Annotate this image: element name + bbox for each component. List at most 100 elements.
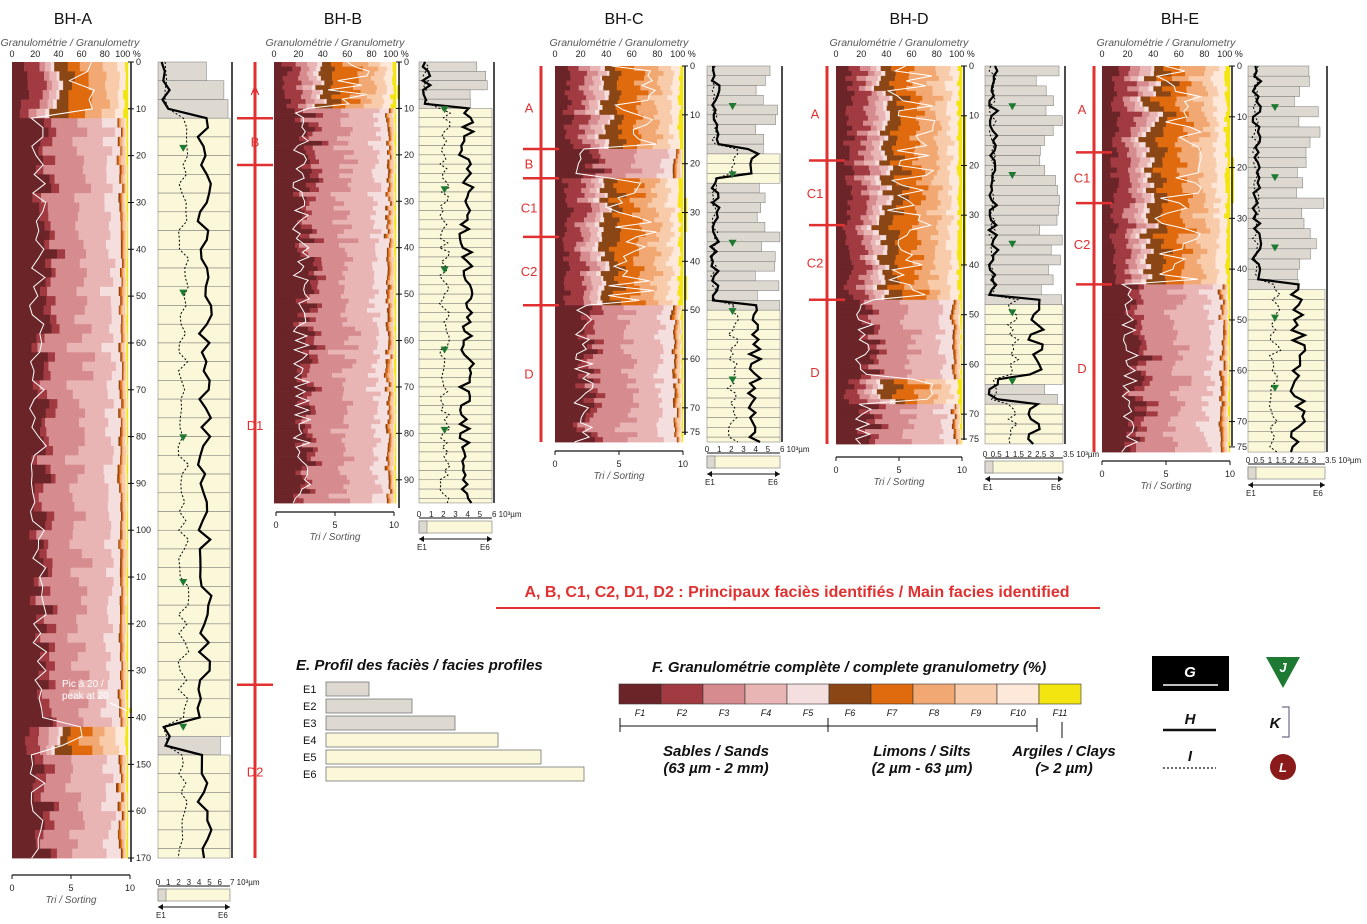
bh-c-prof-tick: 0	[705, 445, 710, 454]
bh-e-e6-label: E6	[1313, 489, 1323, 498]
bh-b-gran-tick: 60	[342, 49, 352, 59]
bh-b-mean-curve	[422, 61, 452, 504]
bh-c-depth-tick: 10	[690, 110, 700, 120]
bh-e-prof-tick: 2.5	[1297, 456, 1309, 465]
bh-a-depth-tick: 20	[136, 619, 146, 629]
granulometry-class-swatch	[870, 683, 914, 705]
bh-b-depth-tick: 0	[404, 57, 409, 67]
facies-profile-label: E6	[303, 769, 316, 781]
bh-c-facies-label: C1	[521, 201, 538, 216]
bh-b-prof-tick: 4	[465, 510, 470, 519]
bh-e-median-curve	[1251, 65, 1308, 453]
bh-a-depth-tick: 20	[136, 151, 146, 161]
bh-c-sort-tick: 10	[678, 459, 688, 469]
h-label: H	[1185, 711, 1197, 728]
j-triangle-icon	[179, 434, 188, 442]
bh-c-depth-tick: 0	[690, 61, 695, 71]
bh-b-title: BH-B	[324, 11, 362, 28]
granulometry-class-code: F11	[1053, 708, 1068, 718]
bh-b-depth-tick: 70	[404, 382, 414, 392]
bh-a-prof-tick: 1	[166, 878, 171, 887]
facies-profiles-legend: E. Profil des faciès / facies profiles E…	[296, 657, 585, 782]
bh-a-sort-label: Tri / Sorting	[46, 895, 97, 906]
bh-e-prof-tick: 2	[1290, 456, 1295, 465]
j-triangle-icon	[1270, 384, 1279, 392]
bh-b-gran-tick: 40	[318, 49, 328, 59]
bh-a-annotation: peak at 20	[62, 691, 109, 702]
facies-profile-bar	[325, 681, 370, 697]
bh-c-depth-tick: 70	[690, 403, 700, 413]
bh-a-depth-tick: 80	[136, 432, 146, 442]
j-triangle-icon	[728, 376, 737, 384]
bh-e-prof-tick: 1	[1268, 456, 1273, 465]
bh-c-prof-tick: 4	[753, 445, 758, 454]
bh-a-annotation: Pic à 20 /	[62, 679, 104, 690]
bh-e-gran-tick: 60	[1174, 49, 1184, 59]
bh-a-sort-tick: 0	[9, 883, 14, 893]
bh-a-depth-tick: 10	[136, 572, 146, 582]
bh-c-depth-tick: 40	[690, 256, 700, 266]
bh-a-median-curve	[160, 61, 213, 859]
sands-label: Sables / Sands	[663, 743, 769, 760]
bh-e-prof-tick: 3	[1312, 456, 1317, 465]
granulometry-class-swatch	[912, 683, 956, 705]
bh-b-depth-tick: 30	[404, 196, 414, 206]
granulometry-class-swatch	[1038, 683, 1082, 705]
bh-a-gran-tick: 100 %	[115, 49, 141, 59]
bh-b-depth-tick: 80	[404, 428, 414, 438]
bh-c-sort-tick: 0	[552, 459, 557, 469]
bh-d-prof-tick: 3	[1050, 450, 1055, 459]
bh-d-depth-tick: 0	[969, 61, 974, 71]
bh-b-sort-tick: 10	[389, 520, 399, 530]
granulometry-class-swatch	[786, 683, 830, 705]
bh-c-prof-tick: 1	[717, 445, 722, 454]
bh-d-sorting-curve	[854, 65, 936, 445]
granulometry-class-code: F10	[1010, 708, 1026, 718]
bh-a-depth-tick: 0	[136, 57, 141, 67]
bh-c-depth-tick: 50	[690, 305, 700, 315]
bh-e-depth-tick: 20	[1237, 163, 1247, 173]
bh-d-prof-tick: 0	[983, 450, 988, 459]
bh-c-facies-label: C2	[521, 264, 538, 279]
bh-c-title: BH-C	[604, 11, 643, 28]
bh-e-facies-label: C1	[1074, 171, 1091, 186]
bh-d-sort-tick: 5	[896, 465, 901, 475]
bh-a-facies-label: B	[251, 135, 260, 150]
bh-c-depth-tick: 20	[690, 159, 700, 169]
bh-a-prof-tick: 6	[217, 878, 222, 887]
bh-b-prof-tick: 0	[417, 510, 422, 519]
bh-a-depth-tick: 10	[136, 104, 146, 114]
bh-a-gran-tick: 20	[30, 49, 40, 59]
j-triangle-icon	[1270, 244, 1279, 252]
j-triangle-icon	[728, 103, 737, 111]
bh-a-facies-label: A	[251, 83, 260, 98]
bh-d-facies-label: D	[810, 365, 819, 380]
bh-a-prof-tick: 4	[197, 878, 202, 887]
bh-e-gran-label: Granulométrie / Granulometry	[1097, 37, 1237, 49]
bh-c-sorting-curve	[573, 65, 657, 443]
j-triangle-icon	[1008, 240, 1017, 248]
facies-profiles-title: E. Profil des faciès / facies profiles	[296, 657, 543, 674]
bh-a-sorting-curve	[29, 61, 96, 859]
bh-b-depth-tick: 60	[404, 336, 414, 346]
main-facies-note: A, B, C1, C2, D1, D2 : Principaux faciès…	[524, 584, 1069, 601]
bh-a-e6-label: E6	[218, 911, 228, 920]
facies-profile-label: E5	[303, 752, 316, 764]
bh-b-prof-tick: 5	[478, 510, 483, 519]
bh-a-depth-tick: 150	[136, 759, 151, 769]
bh-e-e1-label: E1	[1246, 489, 1256, 498]
bh-e-mean-curve	[1251, 65, 1282, 453]
bh-e-gran-tick: 20	[1123, 49, 1133, 59]
bh-a-prof-tick: 2	[176, 878, 181, 887]
j-triangle-icon	[1270, 174, 1279, 182]
bh-b-prof-tick: 2	[441, 510, 446, 519]
bh-d-title: BH-D	[889, 11, 928, 28]
bh-a-gran-label: Granulométrie / Granulometry	[1, 37, 141, 49]
facies-profile-label: E1	[303, 684, 316, 696]
bh-a-e1-label: E1	[156, 911, 166, 920]
granulometry-class-code: F3	[719, 708, 730, 718]
k-label: K	[1270, 715, 1282, 732]
